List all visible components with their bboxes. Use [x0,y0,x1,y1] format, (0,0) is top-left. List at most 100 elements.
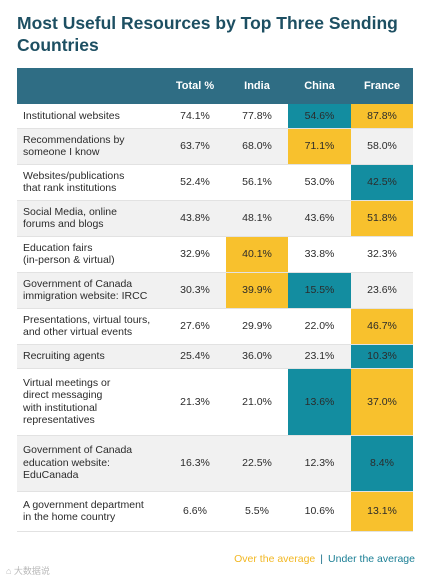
row-label-line: Institutional websites [23,109,120,122]
watermark: ⌂ 大数据说 [6,566,50,576]
cell-total: 74.1% [164,104,226,129]
table-row: Social Media, online forums and blogs 43.8… [17,200,413,237]
resources-table: Total % India China France Institutional… [17,68,413,532]
cell-total: 63.7% [164,128,226,165]
table-header-row: Total % India China France [17,68,413,104]
row-label: Recruiting agents [17,344,164,369]
row-label-line: that rank institutions [23,182,117,194]
cell-total: 25.4% [164,344,226,369]
table-row: Virtual meetings or direct messaging with … [17,368,413,436]
cell-france: 46.7% [351,308,413,345]
table-row: Recommendations by someone I know 63.7% 68.… [17,128,413,165]
table-row: Websites/publications that rank instituti… [17,164,413,201]
table-row: Government of Canada immigration website:… [17,272,413,309]
row-label-line: Education fairs [23,241,93,254]
row-label-line: Government of Canada [23,444,133,457]
cell-china: 53.0% [288,164,351,201]
cell-total: 30.3% [164,272,226,309]
cell-france: 37.0% [351,368,413,436]
table-row: Presentations, virtual tours, and other v… [17,308,413,345]
column-header-china: China [288,68,351,104]
legend-separator: | [320,553,324,565]
row-label-line: Recommendations by [23,133,125,146]
cell-total: 16.3% [164,435,226,492]
cell-india: 5.5% [226,491,288,532]
row-label-line: (in-person & virtual) [23,254,115,266]
row-label-line: forums and blogs [23,218,104,230]
cell-india: 68.0% [226,128,288,165]
cell-india: 29.9% [226,308,288,345]
row-label: Government of Canada immigration website:… [17,272,164,309]
cell-france: 51.8% [351,200,413,237]
row-label-line: Social Media, online [23,205,117,218]
row-label-line: and other virtual events [23,326,133,338]
cell-france: 32.3% [351,236,413,273]
legend-under: Under the average [328,553,415,565]
cell-india: 48.1% [226,200,288,237]
row-label-line: representatives [23,414,95,426]
column-header-france: France [351,68,413,104]
row-label: A government department in the home count… [17,491,164,532]
cell-china: 12.3% [288,435,351,492]
row-label: Presentations, virtual tours, and other v… [17,308,164,345]
cell-china: 15.5% [288,272,351,309]
cell-total: 6.6% [164,491,226,532]
row-label-line: with institutional [23,401,98,414]
cell-china: 23.1% [288,344,351,369]
cell-france: 23.6% [351,272,413,309]
cell-china: 43.6% [288,200,351,237]
cell-total: 43.8% [164,200,226,237]
row-label: Social Media, online forums and blogs [17,200,164,237]
cell-france: 10.3% [351,344,413,369]
row-label: Institutional websites [17,104,164,129]
table-row: Institutional websites 74.1% 77.8% 54.6% 87.… [17,104,413,129]
row-label-line: immigration website: IRCC [23,290,148,302]
cell-total: 27.6% [164,308,226,345]
cell-china: 13.6% [288,368,351,436]
table-row: Recruiting agents 25.4% 36.0% 23.1% 10.3% [17,344,413,369]
row-label: Websites/publications that rank instituti… [17,164,164,201]
cell-china: 22.0% [288,308,351,345]
cell-france: 42.5% [351,164,413,201]
row-label-line: Recruiting agents [23,349,105,362]
table-row: Education fairs (in-person & virtual) 32.9… [17,236,413,273]
cell-total: 52.4% [164,164,226,201]
cell-france: 58.0% [351,128,413,165]
cell-france: 87.8% [351,104,413,129]
row-label: Virtual meetings or direct messaging with … [17,368,164,436]
cell-china: 10.6% [288,491,351,532]
legend: Over the average | Under the average [234,553,415,565]
row-label-line: education website: [23,456,110,469]
row-label-line: EduCanada [23,469,79,482]
cell-india: 36.0% [226,344,288,369]
column-header-total: Total % [164,68,226,104]
cell-india: 39.9% [226,272,288,309]
row-label: Recommendations by someone I know [17,128,164,165]
row-label-line: A government department [23,498,144,511]
row-label: Government of Canada education website: Ed… [17,435,164,492]
row-label-line: Websites/publications [23,169,125,182]
cell-india: 56.1% [226,164,288,201]
cell-india: 40.1% [226,236,288,273]
row-label-line: Government of Canada [23,277,133,290]
cell-total: 21.3% [164,368,226,436]
cell-india: 21.0% [226,368,288,436]
cell-france: 8.4% [351,435,413,492]
row-label-line: Presentations, virtual tours, [23,313,151,326]
row-label-line: in the home country [23,511,116,523]
row-label-line: someone I know [23,146,100,158]
table-row: Government of Canada education website: Ed… [17,435,413,492]
row-label-line: direct messaging [23,389,103,401]
column-header-india: India [226,68,288,104]
row-label-line: Virtual meetings or [23,376,111,389]
page-title: Most Useful Resources by Top Three Sendi… [17,13,398,55]
legend-over: Over the average [234,553,316,565]
cell-china: 71.1% [288,128,351,165]
cell-india: 77.8% [226,104,288,129]
cell-india: 22.5% [226,435,288,492]
row-label: Education fairs (in-person & virtual) [17,236,164,273]
column-header-label [17,68,164,104]
cell-china: 54.6% [288,104,351,129]
cell-france: 13.1% [351,491,413,532]
table-row: A government department in the home count… [17,491,413,532]
